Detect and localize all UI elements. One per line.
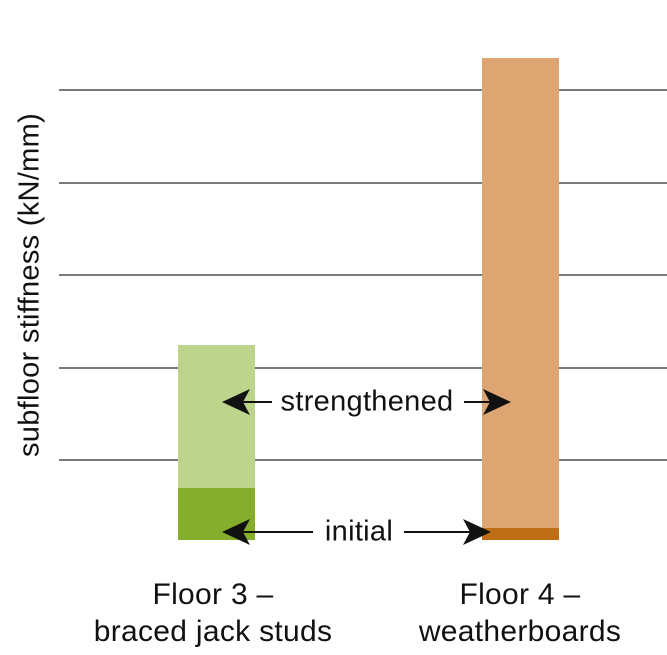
gridline bbox=[59, 366, 667, 369]
gridline bbox=[59, 89, 667, 92]
category-label-floor4-line1: Floor 4 – bbox=[459, 578, 581, 611]
bar-floor3-strengthened bbox=[178, 344, 255, 540]
bar-floor4-strengthened bbox=[482, 58, 559, 540]
gridline bbox=[59, 181, 667, 184]
category-label-floor4-line2: weatherboards bbox=[418, 615, 622, 648]
initial-annotation-label: initial bbox=[324, 515, 394, 548]
strengthened-annotation-label: strengthened bbox=[280, 385, 454, 418]
gridline bbox=[59, 274, 667, 277]
y-axis-label: subfloor stiffness (kN/mm) bbox=[13, 112, 46, 458]
category-label-floor3-line1: Floor 3 – bbox=[152, 578, 274, 611]
bar-floor3-initial-segment bbox=[178, 488, 255, 540]
category-label-floor4: Floor 4 – weatherboards bbox=[419, 576, 621, 650]
category-label-floor3: Floor 3 – braced jack studs bbox=[94, 576, 333, 650]
initial-right-arrow bbox=[404, 519, 491, 545]
bar-floor4-initial-segment bbox=[482, 527, 559, 540]
gridline bbox=[59, 459, 667, 462]
category-label-floor3-line2: braced jack studs bbox=[93, 615, 333, 648]
